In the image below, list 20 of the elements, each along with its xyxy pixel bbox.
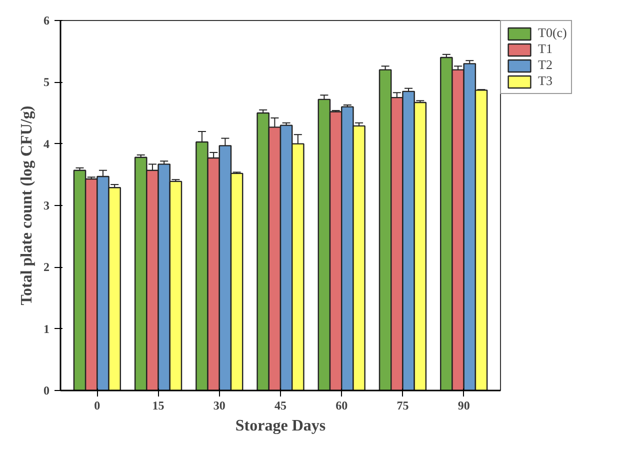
x-tick-label: 90	[458, 398, 470, 412]
x-tick-label: 15	[152, 398, 164, 412]
y-tick-label: 1	[44, 322, 50, 336]
legend-label: T3	[538, 73, 554, 89]
legend-label: T1	[538, 41, 554, 57]
y-tick-label: 3	[44, 198, 50, 212]
x-tick-label: 75	[396, 398, 409, 412]
y-tick-label: 6	[44, 14, 50, 28]
x-tick-label: 60	[336, 398, 348, 412]
y-tick-label: 2	[44, 260, 50, 274]
y-tick-label: 4	[44, 136, 50, 151]
x-tick-label: 45	[274, 398, 286, 412]
y-axis-title: Total plate count (log CFU/g)	[18, 106, 36, 306]
x-tick-label: 0	[94, 398, 100, 412]
x-tick-label: 30	[213, 398, 226, 412]
y-tick-label: 0	[44, 384, 50, 398]
legend-label: T2	[538, 57, 554, 73]
x-axis-title: Storage Days	[235, 418, 326, 434]
y-tick-label: 5	[44, 75, 50, 90]
legend-label: T0(c)	[538, 25, 567, 41]
